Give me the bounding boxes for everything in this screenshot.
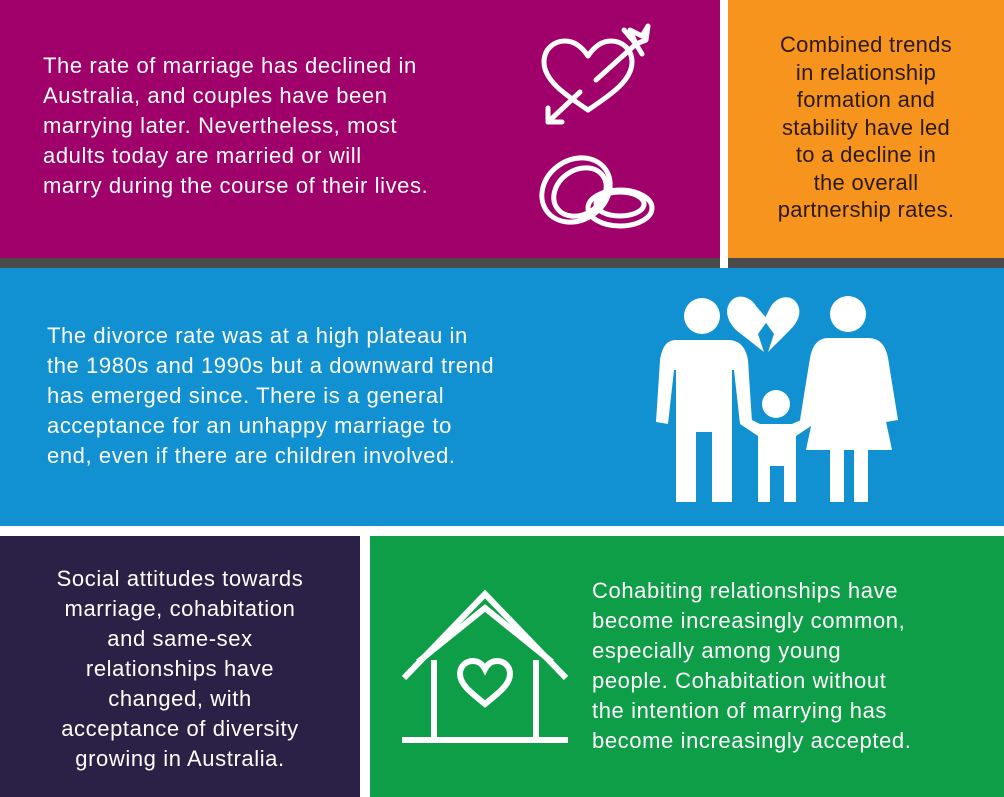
attitudes-panel: Social attitudes towards marriage, cohab… — [0, 536, 360, 797]
heart-arrow-icon — [536, 22, 652, 130]
divider-vertical-bottom — [360, 536, 370, 797]
cohabitation-text: Cohabiting relationships have become inc… — [592, 578, 912, 753]
divider-horizontal-bottom — [0, 526, 1004, 536]
divider-horizontal-top — [0, 258, 1004, 268]
trends-panel: Combined trends in relationship formatio… — [728, 0, 1004, 258]
attitudes-text: Social attitudes towards marriage, cohab… — [56, 566, 304, 771]
house-heart-icon — [398, 586, 572, 752]
marriage-text: The rate of marriage has declined in Aus… — [43, 53, 429, 198]
family-broken-heart-icon — [650, 290, 906, 504]
divorce-text: The divorce rate was at a high plateau i… — [47, 323, 495, 468]
marriage-panel: The rate of marriage has declined in Aus… — [0, 0, 720, 258]
wedding-rings-icon — [536, 150, 658, 236]
cohabitation-panel: Cohabiting relationships have become inc… — [370, 536, 1004, 797]
divider-vertical-top — [720, 0, 728, 268]
trends-text: Combined trends in relationship formatio… — [777, 32, 955, 222]
divorce-panel: The divorce rate was at a high plateau i… — [0, 268, 1004, 526]
